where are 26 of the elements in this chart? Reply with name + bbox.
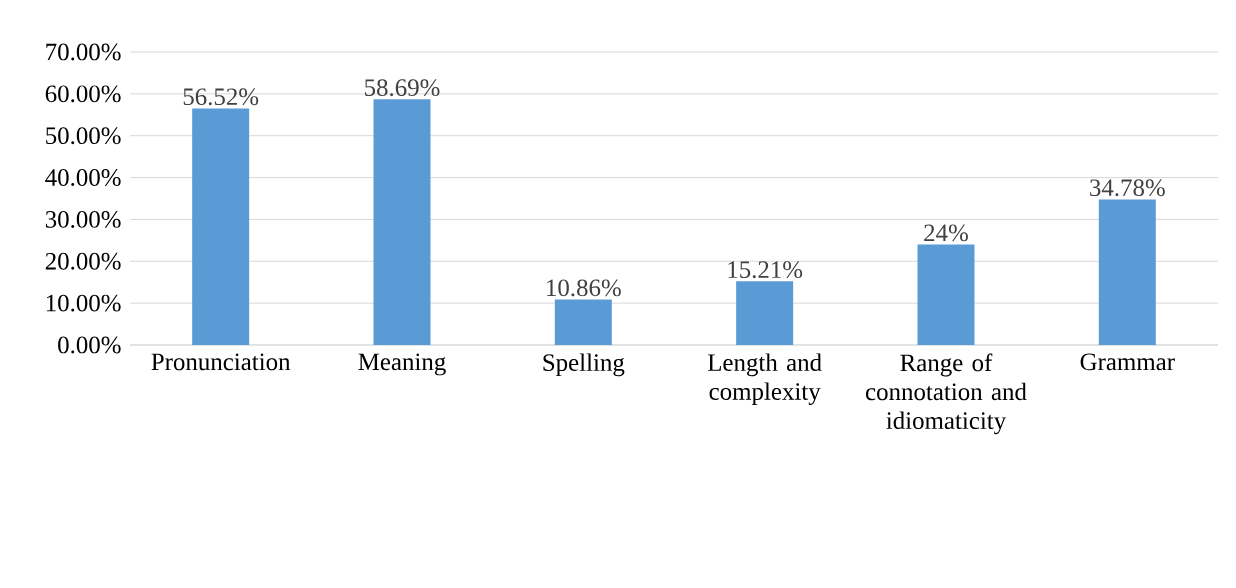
bar xyxy=(736,281,794,345)
bar xyxy=(554,299,612,345)
y-tick-label: 10.00% xyxy=(46,294,121,312)
x-tick-label: Pronunciation xyxy=(151,353,291,371)
y-tick-label: 60.00% xyxy=(45,85,121,103)
y-tick-label: 0.00% xyxy=(58,336,121,354)
data-label: 56.52% xyxy=(183,88,259,106)
data-label: 34.78% xyxy=(1090,179,1165,197)
y-tick-label: 20.00% xyxy=(45,252,121,270)
bar xyxy=(373,99,431,345)
data-label: 15.21% xyxy=(728,261,803,279)
x-tick-label: Spelling xyxy=(543,353,625,377)
y-tick-label: 40.00% xyxy=(45,169,121,187)
y-tick-label: 70.00% xyxy=(46,43,121,61)
y-tick-label: 50.00% xyxy=(46,127,121,145)
data-label: 10.86% xyxy=(547,279,621,297)
bar xyxy=(1098,199,1156,345)
data-label: 58.69% xyxy=(365,79,440,97)
x-tick-label: Grammar xyxy=(1080,353,1175,371)
data-label: 24% xyxy=(924,224,968,242)
bar xyxy=(917,244,975,345)
x-tick-label: Meaning xyxy=(358,353,446,376)
x-tick-label: Range of connotation and idiomaticity xyxy=(866,353,1027,435)
bar xyxy=(192,108,250,345)
x-tick-label: Length and complexity xyxy=(707,353,822,406)
y-tick-label: 30.00% xyxy=(45,210,121,228)
